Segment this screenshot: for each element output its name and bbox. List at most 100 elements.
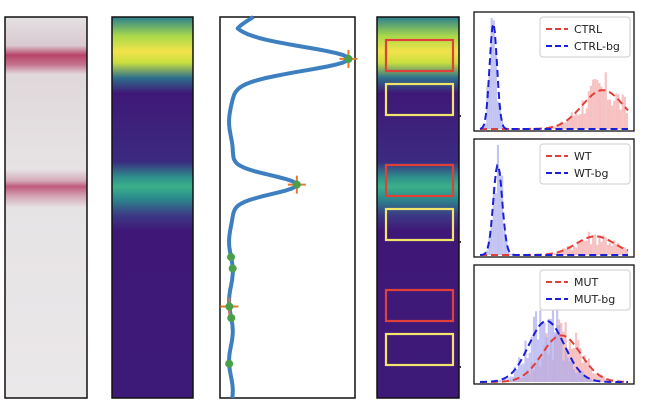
signal-bar [564,248,567,255]
background-bar [522,363,525,382]
background-bar [587,380,590,382]
background-bar [575,372,578,382]
histogram-panels: CTRL CTRL-bg WT WT-bg MUT MUT-bg [473,11,635,385]
background-bar [560,337,563,382]
signal-bar [592,373,595,382]
profile-point-1 [228,264,237,273]
signal-bar [609,99,612,129]
profile-line [227,15,351,399]
background-bar [573,369,576,382]
background-bar [579,371,582,382]
signal-bar [611,105,614,129]
signal-bar [594,234,597,255]
background-bar [537,339,540,382]
background-bar [505,241,508,255]
signal-bar [589,369,593,382]
histogram-2: MUT MUT-bg [473,264,635,385]
signal-bar [598,376,601,382]
background-bar [503,378,506,382]
background-bar [507,252,510,255]
signal-bar [587,358,590,382]
signal-bar [577,242,580,255]
roi-tick-2 [459,241,461,243]
signal-bar [621,94,624,129]
background-bar [518,357,521,382]
background-bar [484,123,487,129]
background-bar [494,193,497,255]
signal-bar [581,100,584,129]
background-bar [581,371,584,382]
signal-bar [579,348,582,382]
background-bar [488,72,491,129]
background-bar [535,311,538,382]
roi-tick-1 [459,115,461,117]
legend: WT WT-bg [539,143,631,185]
background-bar [526,358,529,382]
background-bar [541,322,544,382]
background-bar [554,332,557,382]
signal-bar [570,112,574,129]
signal-bar [560,121,563,129]
signal-bar [581,240,584,255]
background-bar [509,376,512,382]
background-bar [577,371,580,382]
background-bar [545,336,548,382]
background-curve [479,19,628,130]
signal-bar [583,240,586,255]
roi-box-mut-signal [384,288,455,323]
roi-heatmap [377,17,459,398]
signal-bar [575,113,578,129]
background-bar [520,364,523,382]
signal-bar [623,96,626,129]
signal-bar [566,246,569,255]
signal-bar [625,248,629,255]
signal-bar [585,240,588,255]
legend: MUT MUT-bg [539,269,631,311]
background-bar [501,175,504,255]
signal-bar [573,348,576,382]
signal-bar [600,86,603,129]
roi-box-mut-background [384,332,455,367]
signal-curve [480,235,629,256]
signal-bar [594,79,597,129]
background-bar [515,369,519,382]
background-bar [532,316,536,382]
signal-bar [562,248,565,255]
background-bar [568,361,571,382]
signal-bar [573,245,576,255]
legend-box [539,269,631,311]
signal-bar [613,240,616,255]
signal-bar [621,247,624,255]
signal-bar [589,244,593,255]
signal-bar [556,125,559,129]
signal-bar [577,340,580,382]
background-bar [562,360,565,382]
profile-markers [220,49,358,368]
signal-bar [568,119,571,129]
signal-bar [602,235,605,255]
background-curve [479,163,628,256]
background-bar [488,237,491,255]
legend-label: WT [574,150,592,163]
strip-photo [5,17,87,398]
background-bar [549,319,552,382]
signal-bar [554,126,557,129]
background-bar [566,357,569,382]
background-bar [513,366,516,382]
signal-bar [623,247,626,255]
signal-bar [562,124,565,129]
signal-bar [573,115,576,129]
background-bar [539,310,542,382]
signal-bar [615,244,618,255]
heatmap-strip [112,17,193,398]
profile-frame [219,16,356,399]
background-bar [490,18,493,129]
signal-bar [554,253,557,255]
background-bar [492,187,495,255]
signal-bar [604,72,607,129]
strip-photo-frame [4,16,88,399]
roi-panel [376,16,461,399]
signal-bar [619,247,622,255]
